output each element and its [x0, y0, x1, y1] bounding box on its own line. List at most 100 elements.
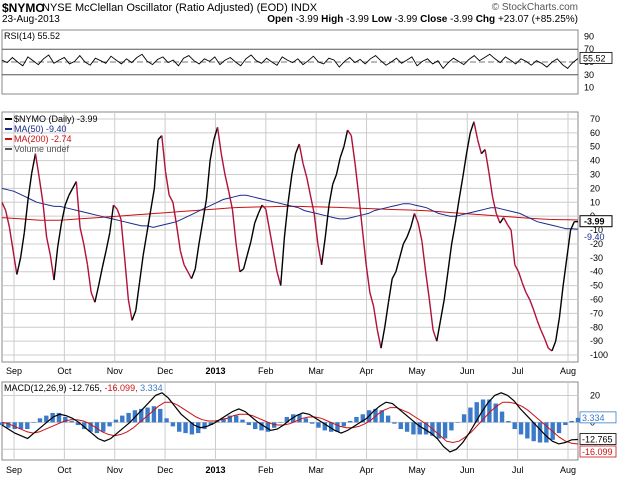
rsi-tick-label: 90 — [584, 31, 594, 41]
rsi-tick-label: 10 — [584, 83, 594, 93]
close-value: -3.99 — [450, 14, 473, 25]
nymo-segment — [231, 209, 237, 245]
chg-label: Chg — [475, 14, 496, 25]
nymo-segment — [339, 146, 345, 159]
rsi-tick-label: 70 — [584, 44, 594, 54]
low-value: -3.99 — [394, 14, 418, 25]
nymo-segment — [161, 135, 167, 172]
y-tick-label: 30 — [590, 170, 600, 180]
nymo-segment — [361, 229, 367, 265]
y-tick-label: -50 — [590, 281, 603, 291]
histogram-bar — [208, 422, 214, 426]
histogram-bar — [398, 422, 403, 430]
histogram-bar — [259, 422, 264, 431]
nymo-segment — [428, 299, 434, 331]
nymo-segment — [317, 243, 323, 265]
histogram-bar — [455, 422, 460, 423]
nymo-segment — [439, 299, 445, 321]
histogram-bar — [474, 402, 479, 423]
histogram-bar — [139, 408, 144, 423]
y-tick-label: -80 — [590, 322, 603, 332]
nymo-segment — [83, 243, 89, 265]
histogram-bar — [303, 418, 309, 423]
nymo-segment — [75, 181, 81, 228]
nymo-segment — [179, 250, 185, 265]
x-tick-label: Sep — [6, 366, 22, 376]
rsi-legend: RSI(14) 55.52 — [4, 31, 60, 41]
nymo-segment — [521, 282, 527, 293]
nymo-segment — [53, 246, 59, 281]
x-tick-label: Feb — [258, 465, 274, 475]
nymo-segment — [469, 121, 475, 134]
nymo-segment — [187, 271, 193, 279]
nymo-segment — [514, 264, 520, 273]
nymo-segment — [71, 181, 77, 189]
histogram-bar — [56, 412, 62, 423]
nymo-segment — [205, 160, 211, 200]
nymo-segment — [280, 236, 286, 286]
last-value-label: -3.99 — [584, 217, 605, 227]
macd-value-box — [579, 445, 617, 458]
histogram-bar — [278, 422, 283, 423]
nymo-segment — [123, 257, 130, 300]
nymo-segment — [476, 139, 483, 154]
nymo-segment — [27, 173, 33, 200]
histogram-bar — [158, 408, 163, 423]
nymo-segment — [49, 254, 55, 281]
histogram-bar — [322, 422, 328, 431]
nymo-segment — [101, 250, 107, 268]
macd-legend: MACD(12,26,9) -12.765, -16.099, 3.334 — [4, 383, 163, 393]
histogram-bar — [69, 421, 74, 423]
nymo-segment — [235, 243, 241, 272]
macd-panel: 200-20SepOctNovDec2013FebMarAprMayJunJul… — [0, 381, 617, 475]
histogram-bar — [417, 422, 422, 435]
histogram-bar — [411, 422, 416, 435]
nymo-segment — [510, 229, 516, 265]
rsi-tick-label: 30 — [584, 70, 594, 80]
histogram-bar — [328, 422, 334, 432]
date-label: 23-Aug-2013 — [2, 14, 60, 25]
nymo-segment — [239, 268, 244, 273]
nymo-segment — [395, 257, 401, 272]
nymo-segment — [532, 309, 538, 321]
nymo-segment — [246, 240, 252, 256]
nymo-segment — [42, 202, 48, 238]
nymo-segment — [543, 338, 549, 349]
histogram-bar — [240, 419, 245, 423]
y-tick-label: 20 — [590, 183, 600, 193]
nymo-segment — [450, 222, 457, 245]
nymo-segment — [16, 257, 22, 275]
price-frame — [1, 111, 579, 363]
nymo-segment — [547, 347, 553, 352]
nymo-segment — [380, 327, 386, 349]
nymo-segment — [569, 221, 575, 231]
instrument-title: NYSE McClellan Oscillator (Ratio Adjuste… — [42, 2, 288, 14]
open-label: Open — [267, 14, 293, 25]
nymo-segment — [146, 210, 152, 233]
nymo-segment — [376, 329, 382, 349]
nymo-segment — [555, 317, 561, 342]
legend-entry: MA(50) -9.40 — [14, 124, 67, 134]
y-tick-label: -10 — [590, 225, 603, 235]
x-tick-label: 2013 — [205, 366, 225, 376]
nymo-segment — [34, 153, 40, 178]
nymo-segment — [391, 271, 397, 279]
histogram-bar — [164, 418, 169, 423]
nymo-segment — [343, 129, 349, 147]
histogram-bar — [252, 422, 258, 430]
nymo-segment — [480, 149, 486, 155]
histogram-bar — [354, 416, 359, 423]
x-tick-label: Dec — [157, 366, 174, 376]
x-tick-label: Mar — [308, 366, 324, 376]
nymo-segment — [447, 243, 453, 272]
ma50-line — [1, 187, 579, 230]
nymo-segment — [265, 209, 271, 231]
nymo-segment — [90, 292, 96, 303]
nymo-segment — [1, 201, 7, 211]
price-panel: 706050403020100-10-20-30-40-50-60-70-80-… — [1, 111, 613, 376]
nymo-segment — [109, 204, 115, 233]
nymo-segment — [272, 250, 278, 272]
x-tick-label: Feb — [258, 366, 274, 376]
histogram-bar — [309, 422, 315, 424]
